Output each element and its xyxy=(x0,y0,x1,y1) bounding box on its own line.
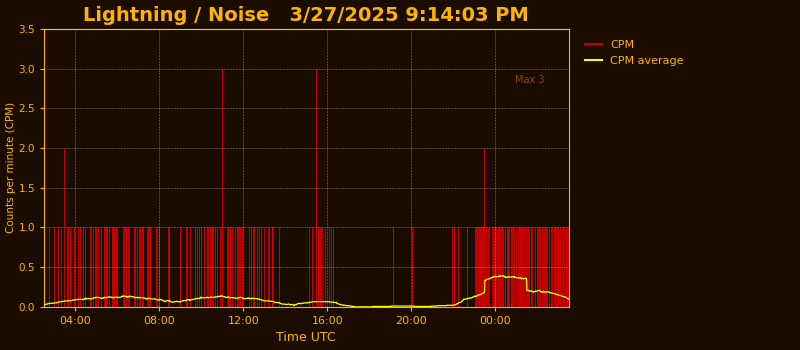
X-axis label: Time UTC: Time UTC xyxy=(277,331,336,344)
Text: Max 3: Max 3 xyxy=(515,75,545,85)
Legend: CPM, CPM average: CPM, CPM average xyxy=(579,34,690,71)
Y-axis label: Counts per minute (CPM): Counts per minute (CPM) xyxy=(6,102,15,233)
Title: Lightning / Noise   3/27/2025 9:14:03 PM: Lightning / Noise 3/27/2025 9:14:03 PM xyxy=(83,6,529,25)
